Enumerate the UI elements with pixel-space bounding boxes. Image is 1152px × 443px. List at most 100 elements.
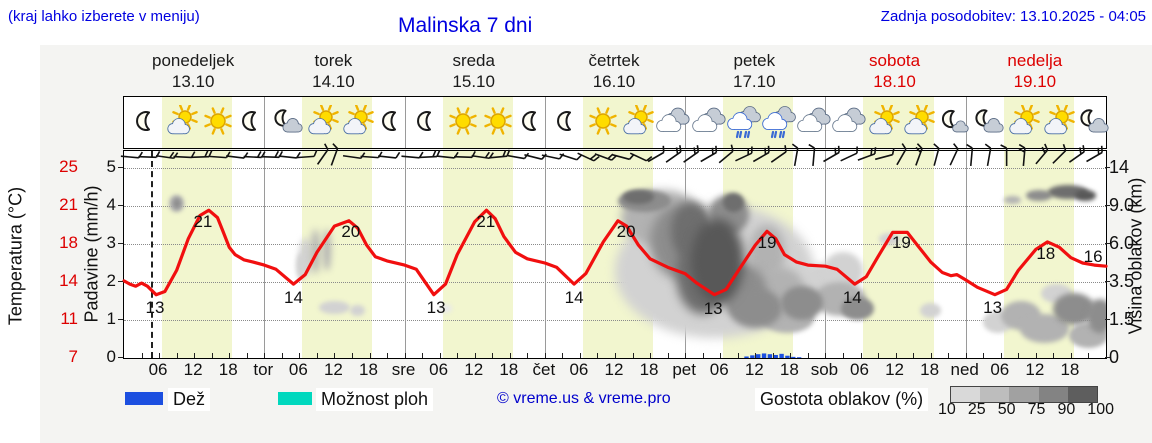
- temp-value-label: 18: [1036, 243, 1056, 263]
- moon-icon: [375, 105, 411, 139]
- cloud-blob: [728, 287, 782, 328]
- rain-bar: [750, 355, 755, 358]
- wind-barb: [296, 149, 318, 159]
- time-label-06: 06: [148, 360, 168, 379]
- time-tick: [457, 353, 459, 358]
- wind-barb: [984, 143, 992, 167]
- temp-tick-label: 25: [59, 157, 78, 176]
- wind-barb: [316, 143, 329, 165]
- time-label-18: 18: [1060, 360, 1080, 379]
- time-tick: [807, 353, 809, 358]
- time-tick: [720, 353, 722, 358]
- cloud-blob: [623, 190, 654, 204]
- time-tick: [281, 353, 283, 358]
- cloud-blob: [1025, 190, 1052, 201]
- time-label-18: 18: [359, 360, 378, 379]
- wind-barb: [718, 144, 734, 164]
- time-tick: [597, 353, 599, 358]
- temp-value-label: 14: [284, 287, 303, 307]
- current-time-line: [151, 151, 154, 358]
- time-tick: [755, 353, 757, 358]
- density-stop-label: 10: [938, 401, 956, 418]
- day-divider: [264, 151, 266, 358]
- gridline-h: [124, 168, 1106, 169]
- cloud-density-legend-label: Gostota oblakov (%): [755, 388, 929, 411]
- cloud-density-stop-labels: 10 25 50 75 90 100: [938, 401, 1114, 419]
- time-label-06: 06: [429, 360, 449, 379]
- time-tick: [772, 353, 774, 358]
- page-title: Malinska 7 dni: [398, 14, 533, 37]
- sun-icon: [445, 105, 481, 139]
- day-divider: [544, 97, 546, 148]
- axis-tick-stub: [118, 357, 123, 358]
- wind-barb: [342, 152, 366, 160]
- wind-barb: [933, 143, 940, 166]
- temp-value-label: 19: [757, 232, 777, 252]
- wind-barb: [808, 143, 816, 167]
- density-gradient-segment: [1009, 387, 1039, 402]
- cloud-icon: [691, 105, 727, 139]
- temp-tick-label: 11: [60, 309, 78, 328]
- time-tick: [527, 353, 529, 358]
- wind-barb: [949, 143, 959, 166]
- temp-value-label: 14: [564, 287, 584, 307]
- daytime-band: [442, 151, 513, 358]
- location-menu-hint: (kraj lahko izberete v meniju): [8, 8, 200, 25]
- temp-value-label: 21: [476, 211, 496, 231]
- sun-cloud-icon: [1006, 105, 1042, 139]
- time-label-čet: čet: [532, 360, 556, 379]
- rain-bar: [756, 354, 761, 358]
- wind-barb: [1000, 144, 1008, 166]
- cloud-blob: [439, 303, 452, 314]
- cloud-icon: [796, 105, 832, 139]
- cloud-blob: [1087, 299, 1106, 333]
- moon-cloud-icon: [971, 105, 1007, 139]
- precip-tick-label: 4: [106, 195, 116, 214]
- wind-barb: [791, 143, 799, 167]
- rain-bar: [767, 354, 773, 358]
- sun-icon: [200, 105, 236, 139]
- sun-cloud-icon: [620, 105, 656, 139]
- wind-barb: [966, 143, 974, 167]
- day-divider: [404, 97, 406, 148]
- time-label-06: 06: [288, 360, 308, 379]
- wind-barb: [378, 151, 401, 159]
- rain-bar: [785, 355, 790, 358]
- wind-barb: [840, 146, 858, 162]
- temp-value-label: 13: [703, 299, 723, 319]
- wind-barb: [770, 145, 787, 163]
- rain-bar: [761, 353, 767, 358]
- axis-tick-stub: [118, 205, 123, 206]
- cloud-tick-label: 0: [1109, 347, 1120, 367]
- density-gradient-segment: [980, 387, 1010, 402]
- axis-tick-stub: [1105, 205, 1110, 206]
- axis-tick-stub: [1105, 281, 1110, 282]
- time-label-06: 06: [990, 360, 1010, 379]
- time-tick: [509, 353, 511, 358]
- copyright-link[interactable]: © vreme.us & vreme.pro: [497, 390, 671, 407]
- time-label-sre: sre: [391, 360, 416, 379]
- time-tick: [387, 353, 389, 358]
- time-label-12: 12: [604, 360, 624, 379]
- wind-barb: [611, 153, 635, 161]
- gridline-h: [124, 206, 1106, 207]
- time-tick: [351, 353, 353, 358]
- time-tick: [211, 353, 213, 358]
- cloud-tick-label: 6.0: [1109, 233, 1135, 253]
- density-gradient-segment: [1067, 387, 1098, 402]
- density-stop-label: 50: [997, 401, 1016, 418]
- day-header-nedelja: nedelja 19.10: [965, 50, 1105, 94]
- cloud-blob: [920, 302, 942, 319]
- day-name: torek: [314, 51, 353, 70]
- day-header-torek: torek 14.10: [263, 50, 403, 94]
- density-stop-label: 25: [967, 401, 986, 418]
- time-tick: [948, 353, 950, 358]
- precip-tick-label: 2: [106, 271, 116, 290]
- cloud-blob: [781, 285, 824, 320]
- daytime-band: [863, 151, 934, 358]
- cloud-tick-label: 14: [1109, 157, 1130, 177]
- time-tick: [895, 353, 897, 358]
- cloud-cover-layer: [124, 151, 1106, 358]
- sun-icon: [585, 105, 621, 139]
- wind-barb: [1068, 145, 1085, 163]
